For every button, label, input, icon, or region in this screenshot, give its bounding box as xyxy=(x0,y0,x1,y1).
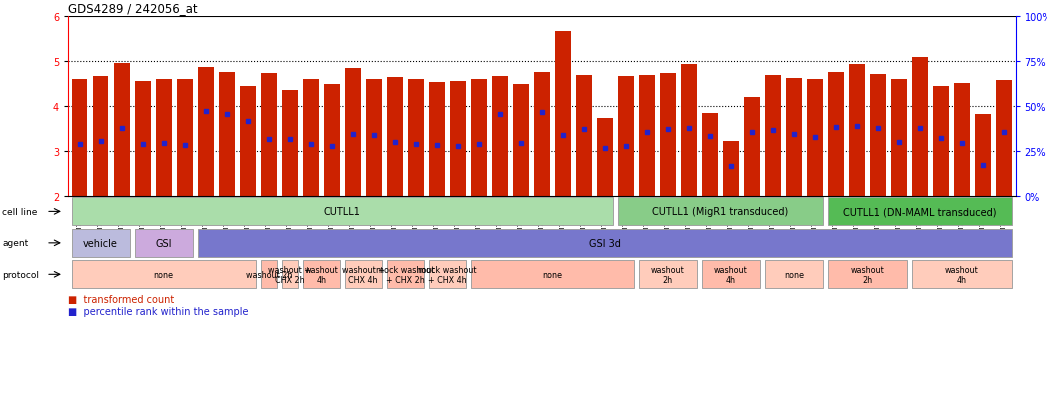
Bar xyxy=(513,85,529,196)
Text: agent: agent xyxy=(2,239,28,248)
Text: washout
2h: washout 2h xyxy=(651,265,685,284)
Bar xyxy=(870,75,886,196)
Text: washout
4h: washout 4h xyxy=(305,265,338,284)
Text: washout
4h: washout 4h xyxy=(945,265,979,284)
Bar xyxy=(534,73,550,196)
Bar xyxy=(891,79,907,196)
Text: none: none xyxy=(154,270,174,279)
Text: ■  transformed count: ■ transformed count xyxy=(68,294,174,304)
Bar xyxy=(639,76,654,196)
Text: washout
2h: washout 2h xyxy=(850,265,885,284)
Bar xyxy=(177,79,193,196)
Bar xyxy=(198,68,214,196)
Bar xyxy=(555,32,571,196)
Text: none: none xyxy=(784,270,804,279)
Bar xyxy=(387,78,403,196)
Bar xyxy=(365,80,381,196)
Text: GSI 3d: GSI 3d xyxy=(588,238,621,248)
Text: GSI: GSI xyxy=(155,238,172,248)
Text: washout +
CHX 2h: washout + CHX 2h xyxy=(268,265,311,284)
Text: protocol: protocol xyxy=(2,270,39,279)
Bar xyxy=(723,141,739,196)
Bar xyxy=(114,64,130,196)
Text: vehicle: vehicle xyxy=(83,238,118,248)
Text: washout +
CHX 4h: washout + CHX 4h xyxy=(341,265,384,284)
Text: none: none xyxy=(542,270,562,279)
Bar xyxy=(219,73,235,196)
Bar xyxy=(703,114,718,196)
Text: GDS4289 / 242056_at: GDS4289 / 242056_at xyxy=(68,2,198,15)
Bar xyxy=(450,82,466,196)
Bar xyxy=(744,97,760,196)
Bar xyxy=(135,82,151,196)
Text: washout
4h: washout 4h xyxy=(714,265,748,284)
Bar xyxy=(93,77,109,196)
Bar xyxy=(324,85,339,196)
Text: cell line: cell line xyxy=(2,207,38,216)
Bar xyxy=(996,81,1011,196)
Bar xyxy=(597,119,612,196)
Bar xyxy=(786,78,802,196)
Text: mock washout
+ CHX 2h: mock washout + CHX 2h xyxy=(376,265,435,284)
Text: ■  percentile rank within the sample: ■ percentile rank within the sample xyxy=(68,306,248,316)
Bar xyxy=(933,87,949,196)
Bar xyxy=(807,79,823,196)
Text: mock washout
+ CHX 4h: mock washout + CHX 4h xyxy=(418,265,476,284)
Bar xyxy=(954,84,970,196)
Text: CUTLL1 (DN-MAML transduced): CUTLL1 (DN-MAML transduced) xyxy=(843,207,997,217)
Bar xyxy=(660,74,675,196)
Text: CUTLL1: CUTLL1 xyxy=(324,207,360,217)
Bar xyxy=(492,77,508,196)
Bar xyxy=(240,87,255,196)
Bar xyxy=(765,76,781,196)
Bar xyxy=(303,79,318,196)
Bar xyxy=(261,74,276,196)
Bar xyxy=(344,69,360,196)
Text: washout 2h: washout 2h xyxy=(245,270,292,279)
Bar xyxy=(828,73,844,196)
Bar xyxy=(975,114,990,196)
Bar xyxy=(282,90,297,196)
Bar xyxy=(681,65,696,196)
Bar xyxy=(72,79,88,196)
Bar xyxy=(156,79,172,196)
Bar xyxy=(408,79,424,196)
Bar xyxy=(912,58,928,196)
Bar xyxy=(576,76,592,196)
Text: CUTLL1 (MigR1 transduced): CUTLL1 (MigR1 transduced) xyxy=(652,207,788,217)
Bar xyxy=(471,79,487,196)
Bar xyxy=(618,77,633,196)
Bar xyxy=(429,83,445,196)
Bar xyxy=(849,64,865,196)
